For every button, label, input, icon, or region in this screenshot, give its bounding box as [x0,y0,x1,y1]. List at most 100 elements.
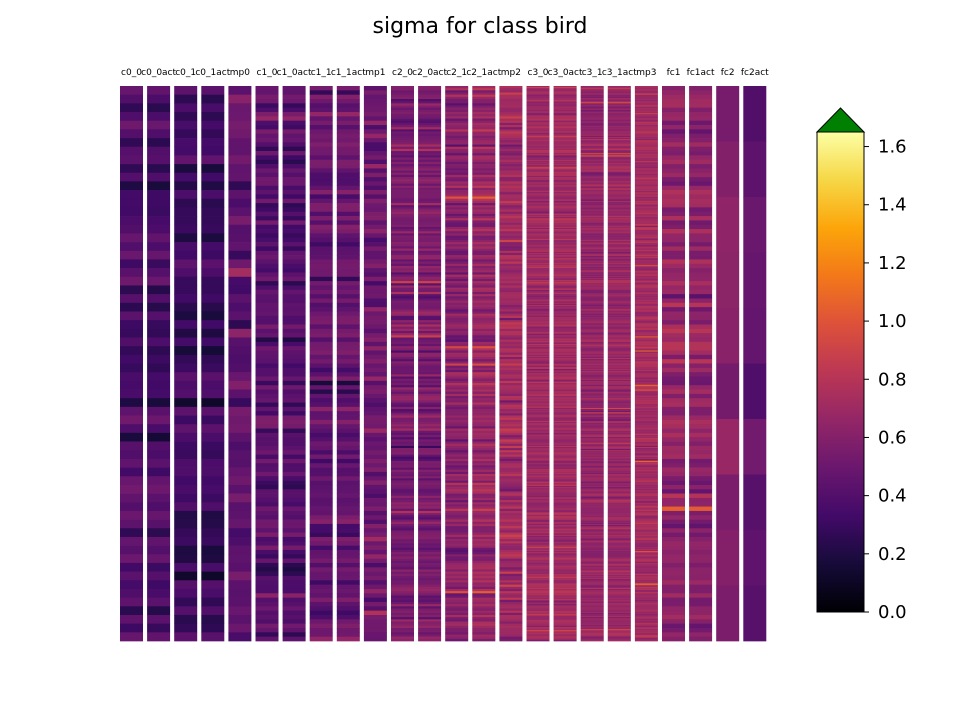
heatmap-cell [553,416,577,419]
heatmap-cell [607,390,631,393]
heatmap-cell [472,623,496,627]
heatmap-cell [363,471,387,477]
heatmap-cell [228,458,252,468]
heatmap-cell [228,224,252,234]
heatmap-cell [607,148,631,151]
heatmap-cell [472,560,496,564]
heatmap-cell [580,532,604,535]
heatmap-cell [607,95,631,98]
heatmap-cell [580,639,604,642]
heatmap-cell [418,428,442,432]
heatmap-cell [418,352,442,356]
heatmap-cell [580,146,604,149]
heatmap-cell [580,479,604,481]
heatmap-cell [120,320,143,330]
heatmap-cell [391,151,414,154]
heatmap-cell [499,270,523,273]
heatmap-cell [391,237,414,241]
heatmap-cell [526,402,550,404]
heatmap-cell [391,127,414,130]
heatmap-cell [526,549,550,552]
heatmap-cell [201,320,225,330]
heatmap-cell [526,103,550,105]
heatmap-cell [580,118,604,120]
heatmap-cell [607,581,631,583]
heatmap-cell [634,505,658,507]
heatmap-cell [607,220,631,222]
heatmap-cell [282,151,306,156]
heatmap-column-c2_1act [472,86,496,642]
heatmap-cell [418,148,442,152]
heatmap-cell [391,107,414,111]
heatmap-cell [553,478,577,480]
heatmap-cell [662,510,685,516]
heatmap-cell [255,567,279,572]
heatmap-cell [634,250,658,253]
heatmap-cell [255,536,279,542]
heatmap-cell [526,566,550,568]
heatmap-cell [526,612,550,615]
heatmap-cell [472,610,496,614]
heatmap-cell [580,201,604,204]
heatmap-cell [391,337,414,341]
heatmap-cell [363,580,387,585]
heatmap-cell [526,248,550,251]
heatmap-cell [228,294,252,304]
heatmap-cell [634,316,658,319]
heatmap-cell [580,226,604,229]
heatmap-cell [499,439,523,442]
heatmap-cell [282,103,306,109]
heatmap-cell [472,443,496,447]
heatmap-cell [634,388,658,390]
heatmap-cell [662,467,685,473]
heatmap-cell [472,409,496,412]
heatmap-cell [282,86,306,91]
heatmap-cell [418,372,442,375]
heatmap-cell [553,578,577,580]
heatmap-cell [553,177,577,179]
heatmap-cell [607,631,631,633]
heatmap-cell [553,594,577,596]
heatmap-cell [634,210,658,213]
heatmap-cell [607,375,631,377]
heatmap-cell [201,224,225,234]
heatmap-cell [553,439,577,441]
heatmap-cell [553,155,577,157]
heatmap-cell [526,296,550,298]
heatmap-cell [499,606,523,609]
heatmap-cell [336,480,360,486]
heatmap-cell [580,578,604,580]
heatmap-cell [634,520,658,523]
heatmap-cell [472,118,496,122]
heatmap-cell [634,231,658,233]
heatmap-cell [499,513,523,516]
heatmap-cell [634,317,658,320]
heatmap-cell [282,146,306,152]
heatmap-cell [201,424,225,434]
heatmap-cell [526,466,550,468]
heatmap-cell [553,138,577,140]
heatmap-cell [580,362,604,364]
heatmap-cell [445,569,469,572]
heatmap-cell [526,415,550,417]
heatmap-cell [526,494,550,497]
heatmap-cell [580,93,604,96]
heatmap-cell [580,387,604,389]
heatmap-cell [662,307,685,312]
heatmap-cell [336,454,360,460]
heatmap-cell [363,584,387,590]
heatmap-cell [282,619,306,625]
heatmap-cell [472,504,496,507]
heatmap-cell [634,555,658,557]
heatmap-cell [418,224,442,228]
heatmap-cell [607,195,631,197]
heatmap-cell [634,299,658,301]
heatmap-cell [418,231,442,234]
heatmap-cell [607,562,631,565]
heatmap-cell [634,333,658,335]
heatmap-cell [580,567,604,569]
heatmap-cell [662,411,685,416]
heatmap-cell [634,243,658,245]
heatmap-cell [553,525,577,527]
heatmap-cell [418,497,442,501]
